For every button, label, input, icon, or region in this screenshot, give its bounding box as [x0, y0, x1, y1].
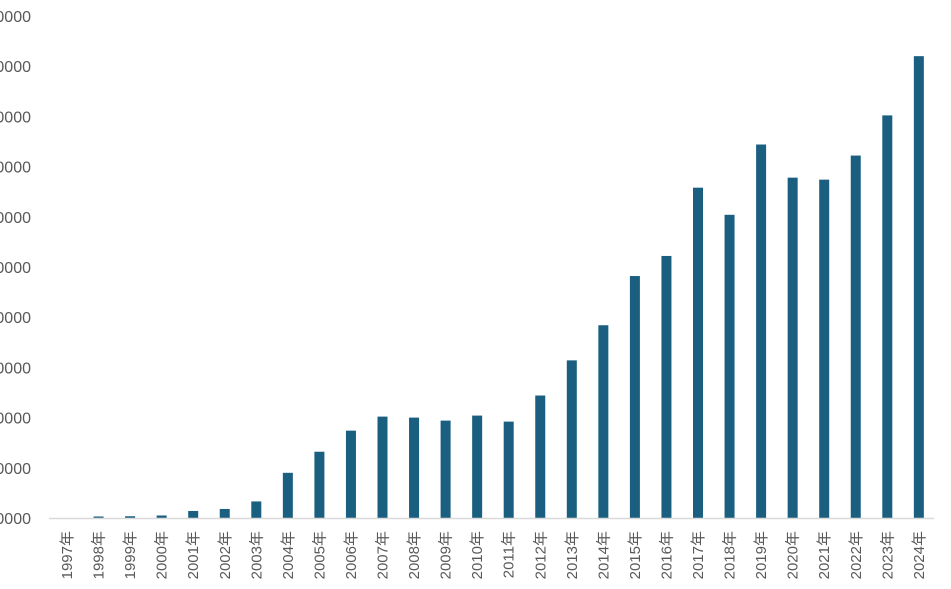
x-tick-label: 2013年	[564, 531, 581, 579]
bar-2014年	[598, 325, 609, 518]
x-tick-label: 2008年	[406, 531, 423, 579]
x-tick-label: 2011年	[501, 531, 518, 578]
x-tick-label: 2022年	[848, 531, 865, 579]
x-tick-label: 2017年	[690, 531, 707, 579]
bar-2015年	[629, 276, 640, 518]
x-tick-label: 2015年	[627, 531, 644, 579]
x-tick-label: 2010年	[469, 531, 486, 579]
bar-2006年	[345, 430, 356, 518]
x-tick-label: 1997年	[59, 531, 76, 579]
bar-2005年	[314, 451, 325, 518]
x-tick-label: 2014年	[595, 531, 612, 579]
bar-2011年	[503, 421, 514, 518]
x-tick-label: 1998年	[91, 531, 108, 579]
bar-2020年	[787, 177, 798, 519]
bar-2021年	[819, 179, 830, 519]
bar-2004年	[282, 472, 293, 518]
bar-1998年	[93, 516, 104, 518]
x-tick-label: 2003年	[248, 531, 265, 579]
x-tick-label: 2016年	[658, 531, 675, 579]
bar-1999年	[125, 516, 136, 518]
x-tick-label: 2001年	[185, 531, 202, 579]
bar-2019年	[756, 144, 767, 518]
bar-2008年	[409, 417, 420, 518]
x-tick-label: 2000年	[154, 531, 171, 579]
x-tick-label: 2021年	[816, 531, 833, 579]
x-tick-label: 2007年	[375, 531, 392, 579]
bar-2023年	[882, 115, 893, 518]
x-tick-label: 2004年	[280, 531, 297, 579]
x-tick-label: 2023年	[879, 531, 896, 579]
x-tick-label: 2012年	[532, 531, 549, 579]
bar-2017年	[693, 187, 703, 518]
x-tick-label: 2024年	[911, 531, 928, 579]
bar-2022年	[850, 155, 861, 518]
bar-2012年	[535, 395, 546, 518]
bar-2010年	[472, 415, 483, 518]
bar-2001年	[188, 510, 199, 518]
bars	[93, 56, 924, 519]
x-tick-label: 2005年	[311, 531, 328, 579]
x-tick-label: 2009年	[438, 531, 455, 579]
bar-2009年	[440, 420, 451, 518]
x-tick-label: 2018年	[722, 531, 739, 579]
bar-2013年	[566, 360, 577, 518]
bar-2003年	[251, 501, 262, 518]
bar-2024年	[913, 56, 924, 518]
x-tick-label: 2020年	[785, 531, 802, 579]
bar-2002年	[219, 508, 230, 518]
x-tick-label: 1999年	[122, 531, 139, 579]
bar-2016年	[661, 255, 672, 518]
bar-2018年	[724, 214, 735, 519]
x-tick-label: 2019年	[753, 531, 770, 579]
x-tick-label: 2006年	[343, 531, 360, 579]
x-tick-label: 2002年	[217, 531, 234, 579]
bar-2007年	[377, 416, 388, 518]
bar-2000年	[156, 515, 167, 518]
x-axis-tick-labels: 1997年 1998年 1999年 2000年 2001年 2002年 2003年 2004年…	[59, 531, 928, 579]
